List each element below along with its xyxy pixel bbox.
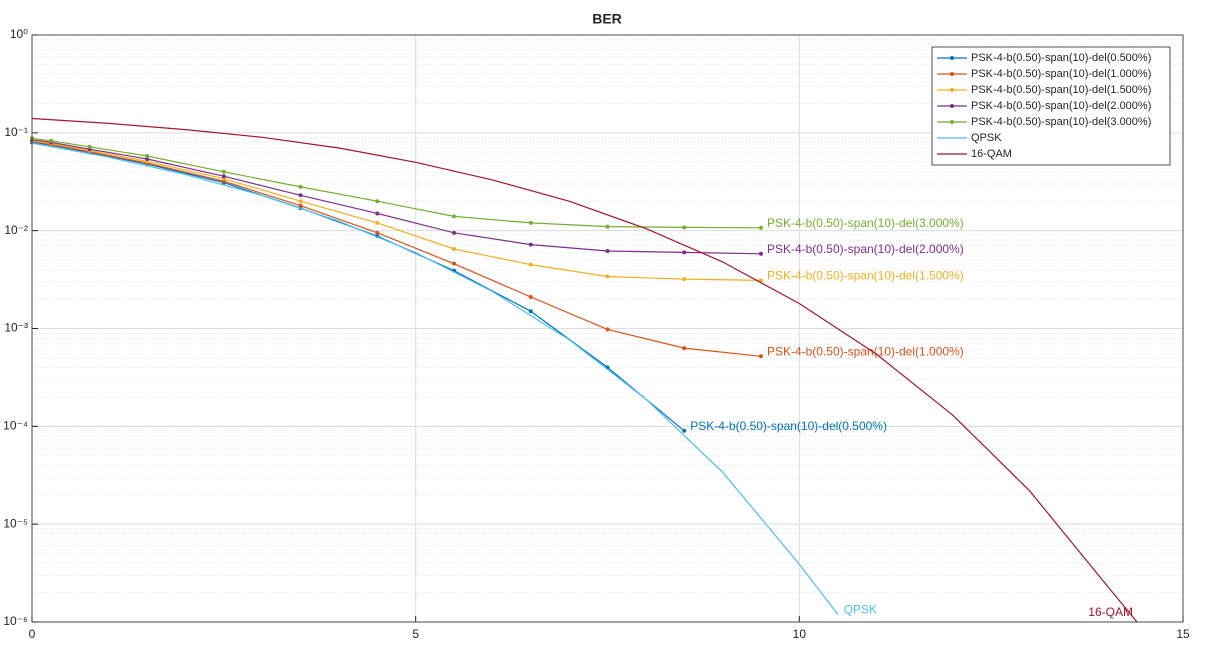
y-tick-label: 10⁻²	[4, 223, 28, 237]
y-tick-label: 10⁻⁶	[3, 614, 28, 628]
data-point	[605, 274, 610, 279]
legend-label: PSK-4-b(0.50)-span(10)-del(0.500%)	[971, 52, 1151, 64]
data-point	[221, 169, 226, 174]
legend-label: PSK-4-b(0.50)-span(10)-del(1.500%)	[971, 84, 1151, 96]
series-line	[32, 139, 762, 255]
data-point	[298, 203, 303, 208]
y-tick-label: 10⁻⁴	[3, 419, 28, 433]
data-point	[605, 248, 610, 253]
data-point	[528, 294, 533, 299]
x-tick-label: 15	[1176, 627, 1190, 641]
y-tick-label: 10⁻¹	[4, 125, 28, 139]
chart-title: BER	[592, 11, 622, 27]
annotation: PSK-4-b(0.50)-span(10)-del(1.500%)	[767, 269, 964, 283]
x-tick-label: 10	[793, 627, 807, 641]
legend-marker	[950, 88, 954, 92]
y-tick-label: 10⁻⁵	[3, 516, 28, 530]
series-line	[32, 140, 762, 357]
data-point	[145, 153, 150, 158]
data-point	[758, 251, 763, 256]
annotation: PSK-4-b(0.50)-span(10)-del(3.000%)	[767, 216, 964, 230]
data-point	[375, 211, 380, 216]
legend-marker	[950, 120, 954, 124]
y-tick-label: 10⁻³	[4, 321, 28, 335]
data-point	[452, 230, 457, 235]
data-point	[758, 225, 763, 230]
data-point	[682, 277, 687, 282]
data-point	[375, 230, 380, 235]
data-point	[145, 157, 150, 162]
data-point	[87, 144, 92, 149]
legend-marker	[950, 72, 954, 76]
data-point	[605, 224, 610, 229]
series-line	[32, 142, 839, 615]
annotation: PSK-4-b(0.50)-span(10)-del(0.500%)	[690, 419, 887, 433]
data-point	[758, 278, 763, 283]
data-point	[682, 346, 687, 351]
data-point	[298, 184, 303, 189]
data-point	[605, 327, 610, 332]
legend-marker	[950, 56, 954, 60]
data-point	[298, 193, 303, 198]
data-point	[452, 214, 457, 219]
annotation: PSK-4-b(0.50)-span(10)-del(1.000%)	[767, 344, 964, 358]
annotation: PSK-4-b(0.50)-span(10)-del(2.000%)	[767, 242, 964, 256]
series-line	[32, 117, 1138, 622]
data-point	[221, 174, 226, 179]
data-point	[528, 220, 533, 225]
data-point	[682, 225, 687, 230]
legend-label: PSK-4-b(0.50)-span(10)-del(2.000%)	[971, 100, 1151, 112]
data-point	[375, 199, 380, 204]
data-point	[49, 138, 54, 143]
data-point	[682, 250, 687, 255]
annotation: QPSK	[844, 602, 877, 616]
legend-box	[931, 46, 1171, 166]
series-line	[32, 137, 762, 229]
legend-marker	[950, 104, 954, 108]
x-tick-label: 5	[412, 627, 419, 641]
x-tick-label: 0	[29, 627, 36, 641]
data-point	[528, 262, 533, 267]
data-point	[528, 309, 533, 314]
data-point	[375, 220, 380, 225]
legend-label: 16-QAM	[971, 148, 1012, 160]
legend-label: PSK-4-b(0.50)-span(10)-del(1.000%)	[971, 68, 1151, 80]
data-point	[298, 199, 303, 204]
annotation: 16-QAM	[1088, 605, 1133, 619]
data-point	[528, 242, 533, 247]
y-tick-label: 10⁰	[10, 27, 28, 41]
legend-label: PSK-4-b(0.50)-span(10)-del(3.000%)	[971, 116, 1151, 128]
legend-label: QPSK	[971, 132, 1002, 144]
data-point	[452, 246, 457, 251]
axes-box	[31, 34, 1184, 623]
data-point	[452, 261, 457, 266]
data-point	[758, 354, 763, 359]
data-point	[682, 428, 687, 433]
series-line	[32, 140, 762, 281]
